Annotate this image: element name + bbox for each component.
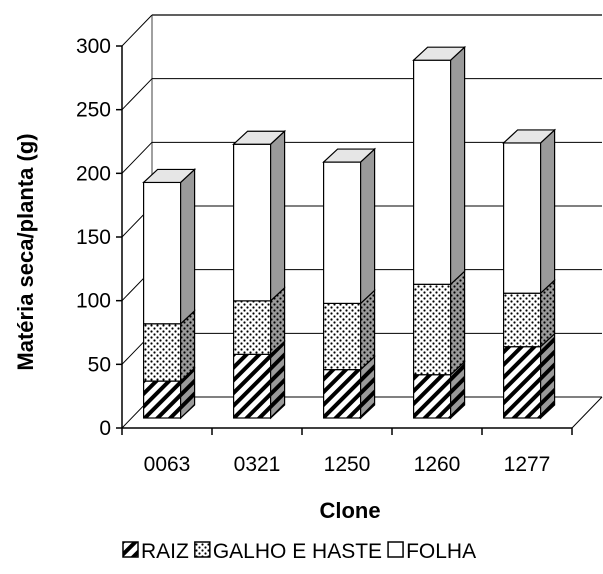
bar-1250 — [322, 147, 377, 420]
x-axis-title: Clone — [319, 498, 380, 523]
y-tick-label: 50 — [88, 353, 111, 376]
y-tick-label: 0 — [99, 417, 111, 440]
bar-side-folha — [539, 128, 556, 295]
bar-1277 — [502, 128, 557, 420]
bar-side-folha — [450, 45, 466, 286]
bar-side-galho-e-haste — [360, 289, 376, 371]
bar-top-face — [142, 168, 197, 184]
y-tick-label: 150 — [76, 226, 111, 249]
x-tick-label: 0063 — [144, 453, 191, 476]
bar-side-folha — [360, 147, 376, 305]
bar-segment-galho-e-haste — [143, 323, 182, 382]
bar-side-folha — [180, 168, 196, 326]
bar-segment-raiz — [413, 374, 452, 419]
side-wall-gridline — [121, 14, 153, 47]
x-tick-label: 1250 — [324, 453, 371, 476]
bar-segment-folha — [233, 143, 272, 302]
legend-item-galho-e-haste: GALHO E HASTE — [194, 540, 382, 563]
y-axis-title: Matéria seca/planta (g) — [13, 133, 38, 370]
bar-0321 — [232, 129, 287, 420]
x-tick-label: 1277 — [504, 453, 551, 476]
bar-top-face — [322, 148, 377, 163]
side-wall-gridline — [121, 141, 153, 174]
bar-top-face — [502, 129, 557, 144]
y-tick-label: 250 — [76, 99, 111, 122]
bar-segment-folha — [413, 59, 452, 285]
legend-item-folha: FOLHA — [387, 540, 476, 563]
bar-segment-raiz — [143, 380, 182, 419]
y-tick-label: 300 — [76, 35, 111, 58]
bar-segment-folha — [503, 142, 542, 294]
bar-0063 — [142, 168, 197, 420]
legend-swatch — [194, 541, 211, 558]
bar-side-folha — [270, 129, 286, 303]
legend-label: FOLHA — [406, 540, 476, 563]
x-tick-label: 1260 — [414, 453, 461, 476]
side-wall-gridline — [121, 78, 153, 111]
legend-item-raiz: RAIZ — [122, 540, 189, 563]
bar-side-galho-e-haste — [450, 269, 466, 377]
axes — [116, 45, 573, 435]
bar-segment-folha — [323, 161, 362, 304]
x-tick-labels: 0063 0321 1250 1260 1277 — [144, 453, 551, 476]
bar-segment-folha — [143, 181, 182, 325]
floor-right-edge — [571, 396, 603, 429]
bar-top-face — [232, 130, 287, 145]
x-tick-label: 0321 — [234, 453, 281, 476]
bar-segment-galho-e-haste — [323, 302, 362, 371]
bars — [142, 45, 557, 420]
legend: RAIZ GALHO E HASTE FOLHA — [122, 540, 476, 563]
legend-label: RAIZ — [141, 540, 189, 563]
bar-segment-raiz — [323, 369, 362, 419]
legend-swatch — [387, 541, 404, 558]
y-tick-label: 200 — [76, 162, 111, 185]
bar-segment-galho-e-haste — [233, 300, 272, 355]
bar-segment-raiz — [503, 346, 542, 419]
bar-segment-galho-e-haste — [413, 283, 452, 376]
y-tick-labels: 0 50 100 150 200 250 300 — [76, 35, 111, 440]
legend-label: GALHO E HASTE — [213, 540, 382, 563]
legend-swatch — [122, 541, 139, 558]
bar-top-face — [412, 46, 467, 61]
bar-segment-raiz — [233, 353, 272, 419]
bar-segment-galho-e-haste — [503, 292, 542, 348]
y-tick-label: 100 — [76, 290, 111, 313]
bar-side-raiz — [539, 332, 556, 420]
bar-1260 — [412, 45, 467, 420]
